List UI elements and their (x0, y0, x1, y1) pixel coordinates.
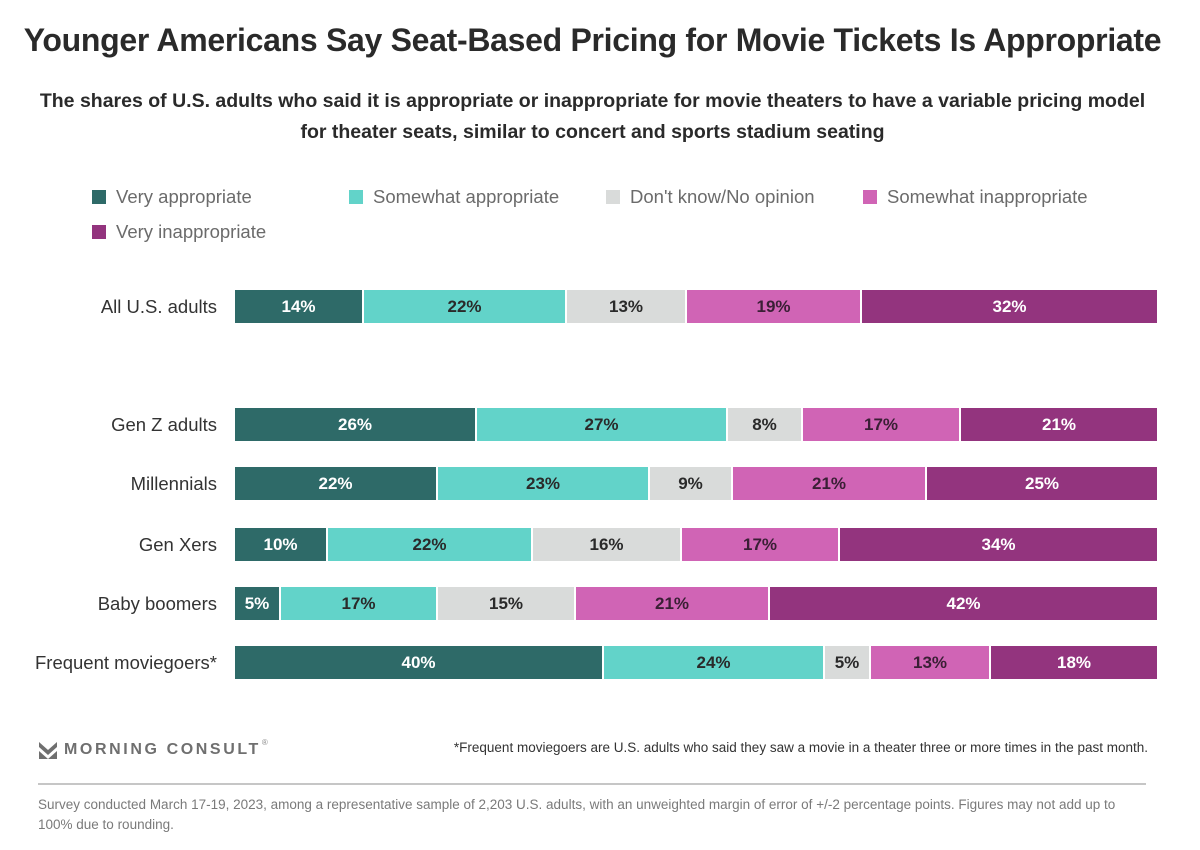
bar-segment-very-inappropriate: 25% (927, 467, 1157, 500)
row-label-baby-boomers: Baby boomers (97, 593, 217, 614)
legend-item-very-inappropriate: Very inappropriate (92, 221, 266, 243)
bar-segment-very-appropriate: 22% (235, 467, 438, 500)
bar-row-baby-boomers: 5% 17% 15% 21% 42% (235, 587, 1157, 620)
bar-row-gen-z-adults: 26% 27% 8% 17% 21% (235, 408, 1157, 441)
bar-segment-somewhat-inappropriate: 21% (576, 587, 770, 620)
bar-segment-very-appropriate: 5% (235, 587, 281, 620)
bar-segment-somewhat-appropriate: 17% (281, 587, 438, 620)
legend-swatch (349, 190, 363, 204)
bar-segment-don-t-know-no-opinion: 9% (650, 467, 733, 500)
source-note: Survey conducted March 17-19, 2023, amon… (38, 797, 1116, 832)
chart-subtitle: The shares of U.S. adults who said it is… (39, 90, 1146, 143)
bar-segment-don-t-know-no-opinion: 16% (533, 528, 682, 561)
legend-swatch (92, 190, 106, 204)
legend-item-somewhat-inappropriate: Somewhat inappropriate (863, 186, 1088, 208)
bar-segment-somewhat-appropriate: 22% (364, 290, 567, 323)
legend-swatch (92, 225, 106, 239)
bar-row-frequent-moviegoers: 40% 24% 5% 13% 18% (235, 646, 1157, 679)
bar-segment-somewhat-inappropriate: 19% (687, 290, 862, 323)
morning-consult-logo-icon (39, 742, 57, 759)
row-label-all-u-s-adults: All U.S. adults (100, 296, 217, 317)
row-label-gen-z-adults: Gen Z adults (111, 414, 217, 435)
row-label-gen-xers: Gen Xers (138, 534, 217, 555)
legend-item-somewhat-appropriate: Somewhat appropriate (349, 186, 559, 208)
legend-swatch (863, 190, 877, 204)
bar-segment-don-t-know-no-opinion: 5% (825, 646, 871, 679)
morning-consult-logo: MORNING CONSULT ® (38, 737, 268, 760)
bar-segment-somewhat-appropriate: 23% (438, 467, 650, 500)
legend-item-very-appropriate: Very appropriate (92, 186, 252, 208)
bar-segment-very-appropriate: 10% (235, 528, 328, 561)
legend-label: Very inappropriate (116, 221, 267, 242)
row-label-frequent-moviegoers: Frequent moviegoers* (34, 652, 217, 673)
footnote: *Frequent moviegoers are U.S. adults who… (453, 740, 1148, 755)
bar-segment-very-appropriate: 40% (235, 646, 604, 679)
bar-segment-somewhat-inappropriate: 17% (803, 408, 961, 441)
bar-segment-don-t-know-no-opinion: 13% (567, 290, 687, 323)
bar-segment-somewhat-inappropriate: 17% (682, 528, 840, 561)
legend-item-don-t-know-no-opinion: Don't know/No opinion (606, 186, 815, 208)
logo-text: MORNING CONSULT (64, 741, 261, 758)
bar-segment-somewhat-inappropriate: 13% (871, 646, 991, 679)
legend-label: Don't know/No opinion (630, 186, 815, 207)
bar-segment-very-inappropriate: 21% (961, 408, 1157, 441)
bar-segment-very-inappropriate: 32% (862, 290, 1157, 323)
legend-label: Somewhat inappropriate (887, 186, 1088, 207)
bar-segment-very-inappropriate: 42% (770, 587, 1157, 620)
legend-label: Very appropriate (116, 186, 252, 207)
bar-row-millennials: 22% 23% 9% 21% 25% (235, 467, 1157, 500)
legend-label: Somewhat appropriate (373, 186, 560, 207)
logo-registered-mark: ® (261, 737, 268, 747)
bar-segment-somewhat-inappropriate: 21% (733, 467, 927, 500)
bar-row-gen-xers: 10% 22% 16% 17% 34% (235, 528, 1157, 561)
row-label-millennials: Millennials (130, 473, 217, 494)
bar-segment-very-appropriate: 26% (235, 408, 477, 441)
bar-segment-don-t-know-no-opinion: 15% (438, 587, 576, 620)
bar-segment-somewhat-appropriate: 22% (328, 528, 533, 561)
bar-segment-don-t-know-no-opinion: 8% (728, 408, 803, 441)
bar-segment-somewhat-appropriate: 27% (477, 408, 728, 441)
chart-title: Younger Americans Say Seat-Based Pricing… (23, 22, 1162, 58)
footer-divider (38, 783, 1146, 785)
bar-segment-somewhat-appropriate: 24% (604, 646, 825, 679)
bar-segment-very-inappropriate: 34% (840, 528, 1157, 561)
legend-swatch (606, 190, 620, 204)
bar-segment-very-appropriate: 14% (235, 290, 364, 323)
bar-segment-very-inappropriate: 18% (991, 646, 1157, 679)
bar-row-all-u-s-adults: 14% 22% 13% 19% 32% (235, 290, 1157, 323)
